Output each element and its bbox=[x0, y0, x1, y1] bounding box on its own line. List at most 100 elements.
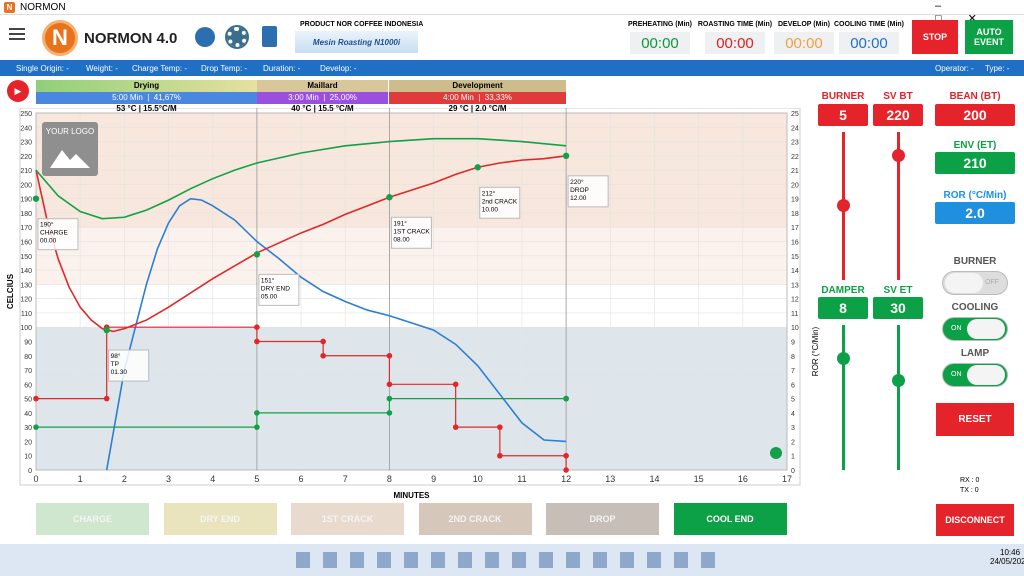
toggle-knob[interactable] bbox=[967, 319, 1005, 339]
event-button[interactable]: 1ST CRACK bbox=[291, 503, 404, 535]
slider-knob[interactable] bbox=[892, 374, 905, 387]
panel-label: DAMPER bbox=[821, 285, 865, 296]
y2-tick-label: 6 bbox=[791, 382, 795, 389]
x-tick-label: 17 bbox=[782, 474, 792, 484]
step-point bbox=[254, 324, 260, 330]
event-point bbox=[386, 194, 393, 201]
tx: TX : 0 bbox=[960, 487, 979, 494]
step-point bbox=[320, 352, 326, 359]
x-tick-label: 6 bbox=[299, 474, 304, 484]
x-tick-label: 12 bbox=[561, 474, 571, 484]
slider-knob[interactable] bbox=[837, 199, 850, 212]
phase-stats: 40 °C | 15.5 °C/M bbox=[291, 104, 354, 113]
toggle-state: OFF bbox=[985, 279, 999, 286]
home-button[interactable] bbox=[195, 27, 215, 47]
x-tick-label: 5 bbox=[254, 474, 259, 484]
step-point bbox=[497, 452, 503, 459]
info-item: Drop Temp: - bbox=[201, 64, 248, 73]
y2-tick-label: 22 bbox=[791, 154, 799, 161]
disconnect-button[interactable]: DISCONNECT bbox=[936, 504, 1014, 536]
reset-button[interactable]: RESET bbox=[936, 403, 1014, 436]
event-button[interactable]: 2ND CRACK bbox=[418, 503, 532, 535]
taskbar-icons[interactable] bbox=[296, 552, 726, 568]
annotation-time: 00.00 bbox=[40, 238, 57, 245]
y-tick-label: 250 bbox=[20, 111, 32, 118]
phase-time: 4:00 Min | 33,33% bbox=[389, 92, 566, 104]
x-tick-label: 0 bbox=[33, 474, 38, 484]
y-tick-label: 120 bbox=[20, 297, 32, 304]
play-button[interactable]: ▶ bbox=[7, 80, 29, 102]
toggle[interactable]: ON bbox=[942, 363, 1008, 387]
panel-label: ENV (ET) bbox=[953, 140, 997, 151]
y2-tick-label: 10 bbox=[791, 325, 799, 332]
y2-tick-label: 11 bbox=[791, 311, 798, 318]
phase-name: Maillard bbox=[257, 80, 388, 92]
panel-label: SV BT bbox=[883, 91, 913, 102]
y-tick-label: 240 bbox=[20, 125, 32, 132]
x-tick-label: 10 bbox=[473, 474, 483, 484]
scroll-button[interactable] bbox=[770, 447, 782, 459]
stop-button[interactable]: STOP bbox=[912, 20, 958, 54]
menu[interactable] bbox=[9, 28, 25, 30]
rx: RX : 0 bbox=[960, 477, 980, 484]
x-tick-label: 16 bbox=[738, 474, 748, 484]
annotation-time: 12.00 bbox=[570, 195, 587, 202]
logo-text: NORMON 4.0 bbox=[84, 30, 178, 47]
step-point bbox=[563, 452, 569, 459]
y-tick-label: 50 bbox=[24, 397, 32, 404]
report-button[interactable] bbox=[262, 26, 277, 47]
y2-tick-label: 9 bbox=[791, 339, 795, 346]
slider-knob[interactable] bbox=[837, 352, 850, 365]
x-tick-label: 1 bbox=[78, 474, 83, 484]
y-tick-label: 110 bbox=[21, 311, 32, 318]
step-point bbox=[254, 410, 260, 416]
info-bar: Single Origin: - Weight: - Charge Temp: - D… bbox=[0, 60, 1024, 76]
info-item: Weight: - bbox=[86, 64, 118, 73]
step-point bbox=[563, 467, 569, 473]
y2-tick-label: 1 bbox=[791, 454, 795, 461]
annotation-time: 05.00 bbox=[261, 293, 278, 300]
date: 24/05/2022 bbox=[990, 557, 1024, 566]
annotation-box bbox=[567, 175, 609, 208]
slider-track[interactable] bbox=[897, 132, 900, 280]
slider-knob[interactable] bbox=[892, 149, 905, 162]
step-point bbox=[386, 410, 393, 416]
event-button[interactable]: CHARGE bbox=[36, 503, 149, 535]
y-tick-label: 100 bbox=[20, 325, 32, 332]
timer-value: 00:00 bbox=[774, 32, 834, 54]
toggle[interactable]: ON bbox=[942, 317, 1008, 341]
event-button[interactable]: DROP bbox=[546, 503, 659, 535]
step-point bbox=[386, 381, 393, 388]
y2-tick-label: 2 bbox=[791, 439, 795, 446]
y2-tick-label: 4 bbox=[791, 411, 795, 418]
series-line bbox=[105, 197, 567, 471]
auto-event-button[interactable]: AUTO EVENT bbox=[965, 20, 1013, 54]
event-point bbox=[103, 326, 110, 334]
annotation-box bbox=[258, 273, 300, 306]
info-item: Single Origin: - bbox=[16, 64, 69, 73]
panel-value: 2.0 bbox=[935, 202, 1015, 224]
x-tick-label: 8 bbox=[387, 474, 392, 484]
y2-tick-label: 12 bbox=[791, 297, 799, 304]
annotation-temp: 191° bbox=[393, 219, 407, 227]
toggle-knob[interactable] bbox=[967, 365, 1005, 385]
annotation-temp: 212° bbox=[482, 189, 496, 197]
y-tick-label: 30 bbox=[24, 425, 32, 432]
event-point bbox=[32, 195, 40, 202]
timer-label: COOLING TIME (Min) bbox=[834, 21, 904, 28]
logo-mountain bbox=[50, 150, 90, 168]
slider-track[interactable] bbox=[897, 325, 900, 470]
toggle[interactable]: OFF bbox=[942, 271, 1008, 295]
settings-button[interactable] bbox=[225, 25, 249, 49]
event-button[interactable]: DRY END bbox=[163, 503, 277, 535]
toggle-knob[interactable] bbox=[945, 273, 983, 293]
slider-track[interactable] bbox=[842, 325, 845, 470]
event-button[interactable]: COOL END bbox=[673, 503, 787, 535]
y2-tick-label: 20 bbox=[791, 182, 799, 189]
panel-value: 30 bbox=[873, 297, 923, 319]
logo-icon: N bbox=[42, 20, 78, 56]
toggle-state: ON bbox=[951, 371, 962, 378]
